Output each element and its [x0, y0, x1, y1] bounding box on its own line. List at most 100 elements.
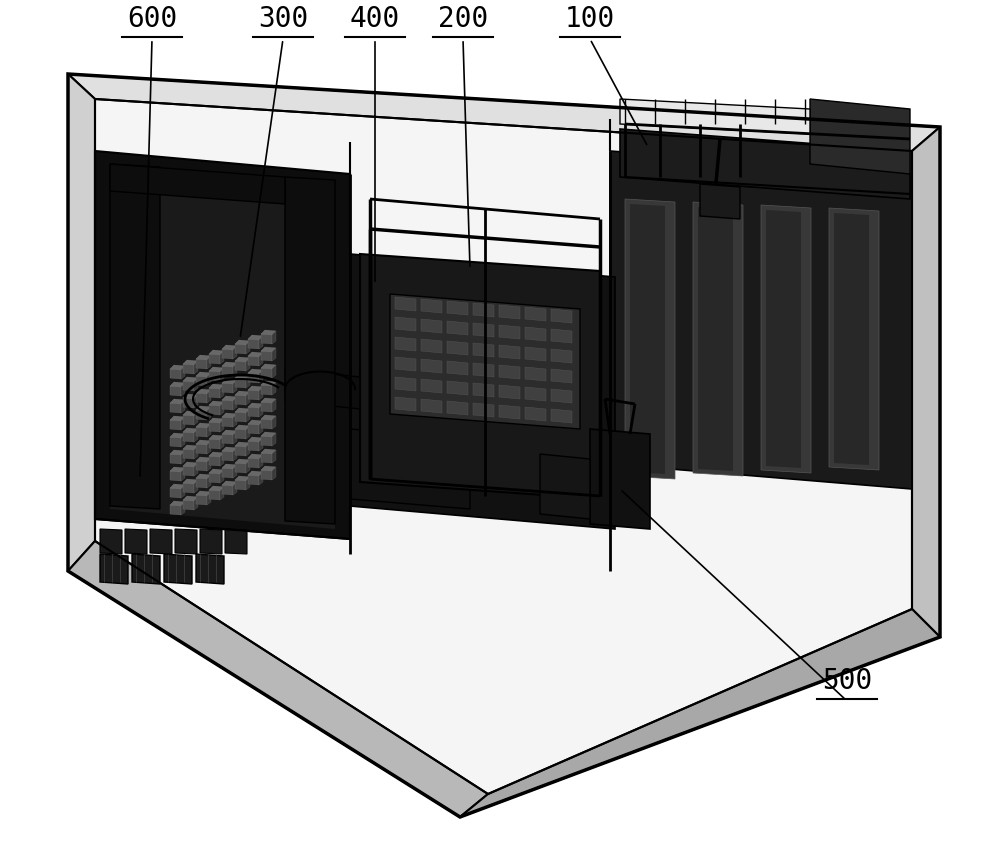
Polygon shape — [220, 403, 224, 415]
Polygon shape — [248, 356, 259, 366]
Polygon shape — [196, 441, 211, 446]
Polygon shape — [209, 473, 220, 484]
Polygon shape — [261, 436, 272, 446]
Polygon shape — [200, 529, 222, 555]
Polygon shape — [248, 437, 263, 442]
Polygon shape — [246, 461, 250, 473]
Polygon shape — [235, 341, 250, 345]
Polygon shape — [259, 354, 263, 366]
Polygon shape — [100, 529, 122, 555]
Polygon shape — [183, 398, 194, 408]
Polygon shape — [610, 152, 912, 490]
Polygon shape — [473, 344, 494, 358]
Polygon shape — [551, 370, 572, 383]
Polygon shape — [261, 369, 272, 379]
Polygon shape — [248, 370, 263, 375]
Polygon shape — [170, 370, 181, 380]
Polygon shape — [222, 397, 237, 402]
Polygon shape — [447, 322, 468, 336]
Polygon shape — [630, 205, 665, 474]
Polygon shape — [590, 430, 650, 529]
Polygon shape — [209, 423, 220, 432]
Polygon shape — [196, 457, 211, 463]
Polygon shape — [499, 326, 520, 339]
Polygon shape — [285, 178, 335, 524]
Polygon shape — [246, 342, 250, 354]
Polygon shape — [272, 332, 276, 344]
Polygon shape — [248, 420, 263, 425]
Polygon shape — [196, 428, 207, 437]
Polygon shape — [183, 429, 198, 434]
Polygon shape — [525, 348, 546, 361]
Polygon shape — [473, 364, 494, 377]
Polygon shape — [209, 402, 224, 407]
Polygon shape — [196, 424, 211, 429]
Polygon shape — [207, 475, 211, 489]
Polygon shape — [207, 425, 211, 437]
Polygon shape — [246, 426, 250, 440]
Polygon shape — [235, 463, 246, 473]
Polygon shape — [170, 420, 181, 430]
Polygon shape — [110, 165, 285, 205]
Polygon shape — [181, 502, 185, 516]
Polygon shape — [235, 344, 246, 354]
Polygon shape — [421, 300, 442, 314]
Polygon shape — [261, 352, 272, 361]
Polygon shape — [246, 359, 250, 371]
Polygon shape — [525, 307, 546, 322]
Polygon shape — [222, 401, 233, 410]
Polygon shape — [220, 419, 224, 432]
Polygon shape — [196, 360, 207, 370]
Polygon shape — [272, 468, 276, 480]
Polygon shape — [183, 500, 194, 511]
Polygon shape — [222, 447, 237, 452]
Polygon shape — [225, 529, 247, 555]
Polygon shape — [499, 386, 520, 399]
Polygon shape — [248, 403, 263, 408]
Polygon shape — [525, 368, 546, 381]
Polygon shape — [183, 394, 198, 399]
Polygon shape — [207, 408, 211, 420]
Text: 200: 200 — [438, 5, 488, 33]
Polygon shape — [183, 360, 198, 365]
Polygon shape — [222, 481, 237, 486]
Polygon shape — [261, 381, 276, 387]
Polygon shape — [100, 555, 128, 584]
Polygon shape — [272, 451, 276, 463]
Polygon shape — [360, 255, 600, 500]
Polygon shape — [170, 451, 185, 456]
Polygon shape — [170, 472, 181, 481]
Polygon shape — [170, 434, 185, 439]
Polygon shape — [551, 349, 572, 364]
Polygon shape — [175, 529, 197, 555]
Polygon shape — [235, 408, 250, 414]
Polygon shape — [261, 419, 272, 430]
Polygon shape — [209, 388, 220, 398]
Polygon shape — [551, 330, 572, 344]
Polygon shape — [248, 374, 259, 383]
Polygon shape — [259, 421, 263, 435]
Polygon shape — [220, 352, 224, 365]
Polygon shape — [395, 338, 416, 352]
Polygon shape — [209, 368, 224, 372]
Polygon shape — [525, 408, 546, 421]
Polygon shape — [222, 418, 233, 428]
Polygon shape — [285, 370, 360, 409]
Polygon shape — [473, 304, 494, 317]
Polygon shape — [170, 489, 181, 499]
Polygon shape — [164, 555, 192, 584]
Polygon shape — [473, 403, 494, 418]
Polygon shape — [194, 430, 198, 442]
Polygon shape — [248, 454, 263, 459]
Polygon shape — [68, 75, 95, 571]
Polygon shape — [447, 342, 468, 355]
Polygon shape — [248, 336, 263, 341]
Polygon shape — [395, 358, 416, 371]
Polygon shape — [235, 425, 250, 430]
Polygon shape — [209, 385, 224, 390]
Polygon shape — [95, 100, 912, 794]
Polygon shape — [170, 399, 185, 404]
Polygon shape — [222, 452, 233, 462]
Polygon shape — [170, 506, 181, 516]
Polygon shape — [222, 349, 233, 360]
